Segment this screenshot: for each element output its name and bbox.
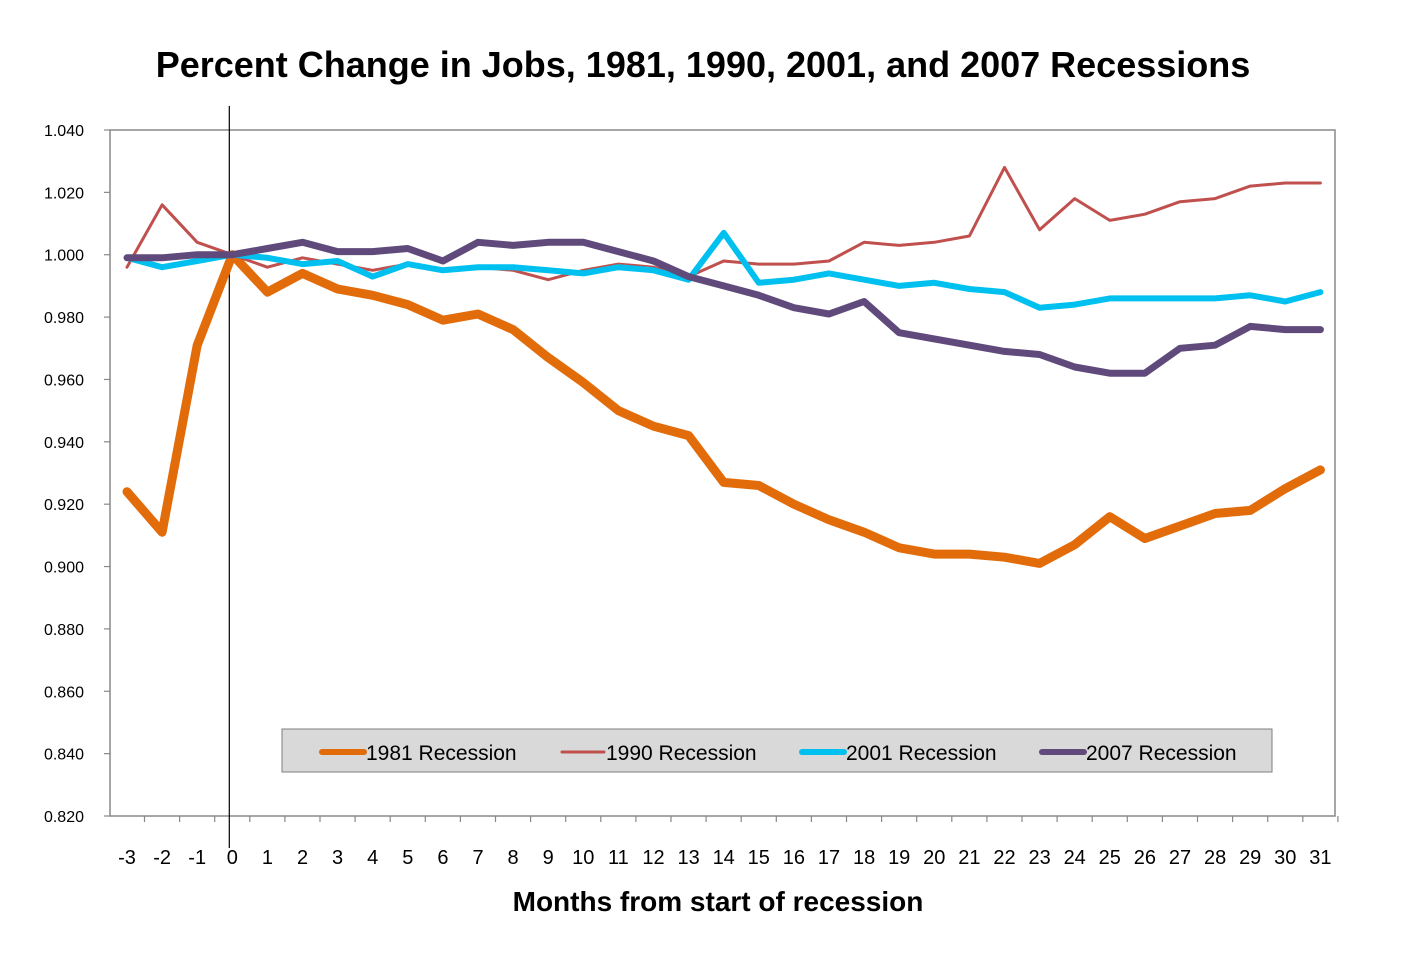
line-chart: 0.820 0.840 0.860 0.880 0.900 0.920 0.940 0.960…: [44, 106, 1339, 869]
x-tick-label: 23: [1028, 847, 1050, 869]
legend-box: [281, 728, 1273, 773]
y-tick-label: 0.920: [44, 497, 84, 514]
x-tick-label: 9: [543, 847, 554, 869]
series-layer: [122, 165, 1325, 568]
x-axis-title: Months from start of recession: [512, 886, 924, 917]
series-line-2001-recession: [124, 229, 1324, 311]
x-tick-label: 29: [1239, 847, 1261, 869]
x-tick-label: 11: [608, 847, 629, 869]
x-tick-label: 26: [1134, 847, 1156, 869]
x-tick-label: 12: [642, 847, 664, 869]
series-line-2007-recession: [123, 238, 1324, 377]
y-tick-label: 0.960: [44, 372, 84, 389]
x-tick-label: 30: [1274, 847, 1296, 869]
y-axis: 0.820 0.840 0.860 0.880 0.900 0.920 0.940 0.960…: [44, 123, 110, 826]
x-tick-label: 1: [262, 847, 273, 869]
y-tick-label: 0.860: [44, 684, 84, 701]
x-tick-label: 22: [993, 847, 1015, 869]
y-tick-label: 0.900: [44, 560, 84, 577]
x-tick-label: 27: [1169, 847, 1191, 869]
x-tick-label: -1: [188, 847, 206, 869]
x-tick-label: 20: [923, 847, 945, 869]
y-tick-label: 1.020: [44, 185, 84, 202]
x-tick-label: 7: [472, 847, 483, 869]
x-tick-label: 17: [818, 847, 840, 869]
x-tick-label: 15: [748, 847, 770, 869]
legend-label-2001-recession: 2001 Recession: [846, 742, 997, 765]
legend-label-2007-recession: 2007 Recession: [1086, 742, 1237, 765]
legend-label-1981-recession: 1981 Recession: [366, 742, 517, 765]
x-tick-label: 18: [853, 847, 875, 869]
x-tick-label: 10: [572, 847, 594, 869]
y-tick-label: 0.980: [44, 310, 84, 327]
y-tick-label: 0.840: [44, 747, 84, 764]
x-tick-label: 25: [1099, 847, 1121, 869]
y-tick-label: 0.880: [44, 622, 84, 639]
y-tick-label: 1.040: [44, 123, 84, 140]
x-tick-label: 28: [1204, 847, 1226, 869]
x-tick-label: 14: [713, 847, 735, 869]
x-tick-label: 16: [783, 847, 805, 869]
x-tick-label: -2: [153, 847, 171, 869]
y-tick-label: 1.000: [44, 248, 84, 265]
x-tick-label: 21: [958, 847, 980, 869]
x-tick-label: 19: [888, 847, 910, 869]
x-axis: -3 -2 -1 0 1 2 3 4 5 6 7 8 9 10 11 12 13 14 15 16 17 18 19 20 21…: [118, 816, 1339, 869]
legend: 1981 Recession 1990 Recession 2001 Recessi…: [281, 728, 1273, 773]
x-tick-label: 3: [332, 847, 343, 869]
x-tick-label: 31: [1309, 847, 1331, 869]
x-tick-label: 2: [297, 847, 308, 869]
x-tick-label: 8: [508, 847, 519, 869]
x-tick-label: 6: [437, 847, 448, 869]
y-tick-label: 0.940: [44, 435, 84, 452]
x-tick-label: 4: [367, 847, 378, 869]
y-tick-label: 0.820: [44, 809, 84, 826]
x-tick-label: 13: [677, 847, 699, 869]
x-tick-label: -3: [118, 847, 136, 869]
chart-title: Percent Change in Jobs, 1981, 1990, 2001…: [155, 44, 1251, 85]
x-tick-label: 24: [1064, 847, 1086, 869]
legend-label-1990-recession: 1990 Recession: [606, 742, 757, 765]
x-tick-label: 0: [227, 847, 238, 869]
series-line-1981-recession: [122, 250, 1325, 568]
x-tick-label: 5: [402, 847, 413, 869]
